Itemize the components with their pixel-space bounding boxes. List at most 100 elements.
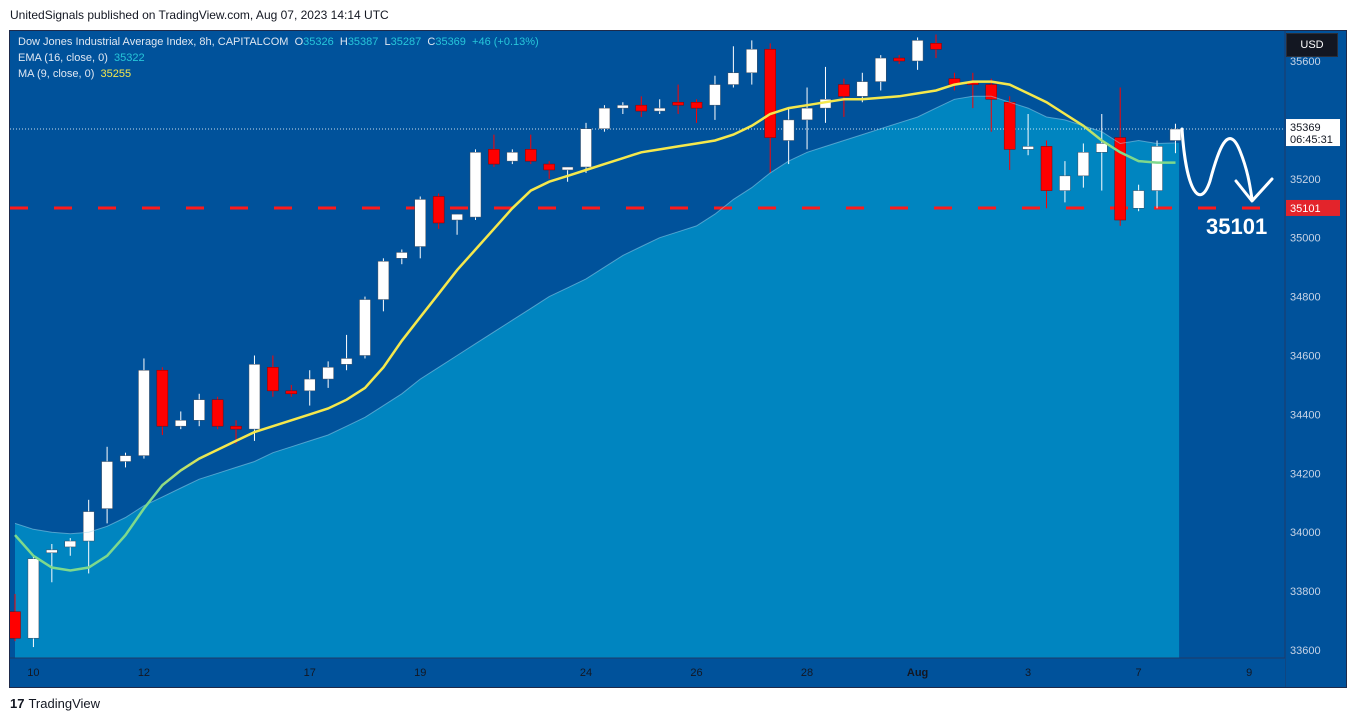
price-tick-label: 33800 [1290,586,1321,598]
candle [285,384,298,397]
legend-close-label: C [427,36,436,48]
candle [119,452,132,468]
candle-body [1077,152,1090,177]
time-tick-label: 28 [801,667,813,679]
candle [580,122,592,173]
candle-body [10,611,21,639]
candle [1132,184,1145,212]
candle [561,166,574,182]
level-price-tag [1286,199,1340,216]
candle [525,134,537,165]
time-tick-label: Aug [907,667,928,679]
candle [1151,140,1163,209]
candle [506,149,519,165]
candle-body [690,101,703,109]
candle-body [377,261,390,300]
legend-ema-label: EMA (16, close, 0) [18,52,108,64]
candle-body [930,43,942,50]
candle [819,66,832,123]
candle [617,102,629,115]
candle [101,446,113,524]
candle [653,99,666,115]
candle-body [27,558,40,639]
candle-body [838,84,850,97]
candle [838,78,850,117]
legend-open-label: O [294,36,304,48]
candle-body [432,196,445,224]
candle-body [156,369,169,427]
time-tick-label: 12 [138,667,150,679]
candle [543,161,555,179]
candle-body [746,48,758,74]
candle-body [580,128,592,168]
candle-body [1169,128,1182,141]
candle [211,396,224,430]
legend-low-label: L [384,36,391,48]
candle-body [1040,146,1053,191]
candle-body [101,461,113,509]
candle-body [561,166,574,171]
candle [948,72,961,91]
candle [27,555,40,648]
candle [746,40,758,85]
candle-body [1003,101,1016,150]
chart-frame[interactable]: 33600 33800 34000 34200 34400 34600 34800 35000… [9,30,1347,688]
currency-button[interactable]: USD [1286,33,1338,57]
candle [893,55,905,64]
time-tick-label: 9 [1246,667,1252,679]
time-tick-label: 24 [580,667,592,679]
candle-body [267,367,279,392]
candle [1114,87,1126,226]
footer-brand-name: TradingView [28,696,101,711]
candle-body [672,101,684,106]
candle-body [985,84,998,100]
candle-body [322,367,334,380]
candle-body [230,425,242,430]
candle-body [82,511,95,542]
candle [175,411,187,430]
legend-close-value: 35369 [435,36,466,48]
candle [10,594,21,642]
legend-change: +46 (+0.13%) [472,36,539,48]
candle-body [248,364,261,430]
chart-legend: Dow Jones Industrial Average Index, 8h, … [18,34,539,82]
candle-body [1096,143,1108,153]
forecast-arrow-icon [1180,127,1274,203]
candle [156,367,169,436]
candle [322,361,334,388]
candle [193,393,205,427]
legend-ma-label: MA (9, close, 0) [18,68,95,80]
time-axis-bg [10,658,1285,687]
legend-symbol: Dow Jones Industrial Average Index, 8h, … [18,36,289,48]
footer-brand[interactable]: 17 TradingView [10,696,100,711]
legend-open-value: 35326 [303,36,334,48]
legend-low-value: 35287 [390,36,422,48]
candle [451,213,463,235]
candle-body [764,48,776,138]
candle [856,72,869,103]
time-tick-label: 3 [1025,667,1031,679]
forecast-arrowhead [1234,177,1274,203]
candle-body [64,540,77,548]
candle-body [1132,190,1145,209]
legend-ema-row: EMA (16, close, 0) 35322 [18,50,539,66]
candle [874,55,887,91]
ema-line [14,95,1176,535]
legend-ema-value: 35322 [114,52,145,64]
candle [801,87,813,150]
candle-body [635,104,648,112]
candles [10,34,1182,648]
time-tick-label: 17 [304,667,316,679]
price-tick-label: 34600 [1290,351,1321,363]
candle-body [1059,175,1071,191]
indicator-lines [14,80,1176,572]
candle-body [727,72,740,85]
time-axis: 10 12 17 19 24 26 28 Aug 3 7 9 [10,657,1285,687]
candle-body [285,390,298,395]
candle-body [414,199,426,247]
last-price-countdown: 06:45:31 [1290,134,1333,146]
price-chart[interactable]: 33600 33800 34000 34200 34400 34600 34800 35000… [10,31,1346,687]
candle-body [469,152,482,218]
candle-body [488,149,500,165]
legend-high-label: H [339,36,348,48]
